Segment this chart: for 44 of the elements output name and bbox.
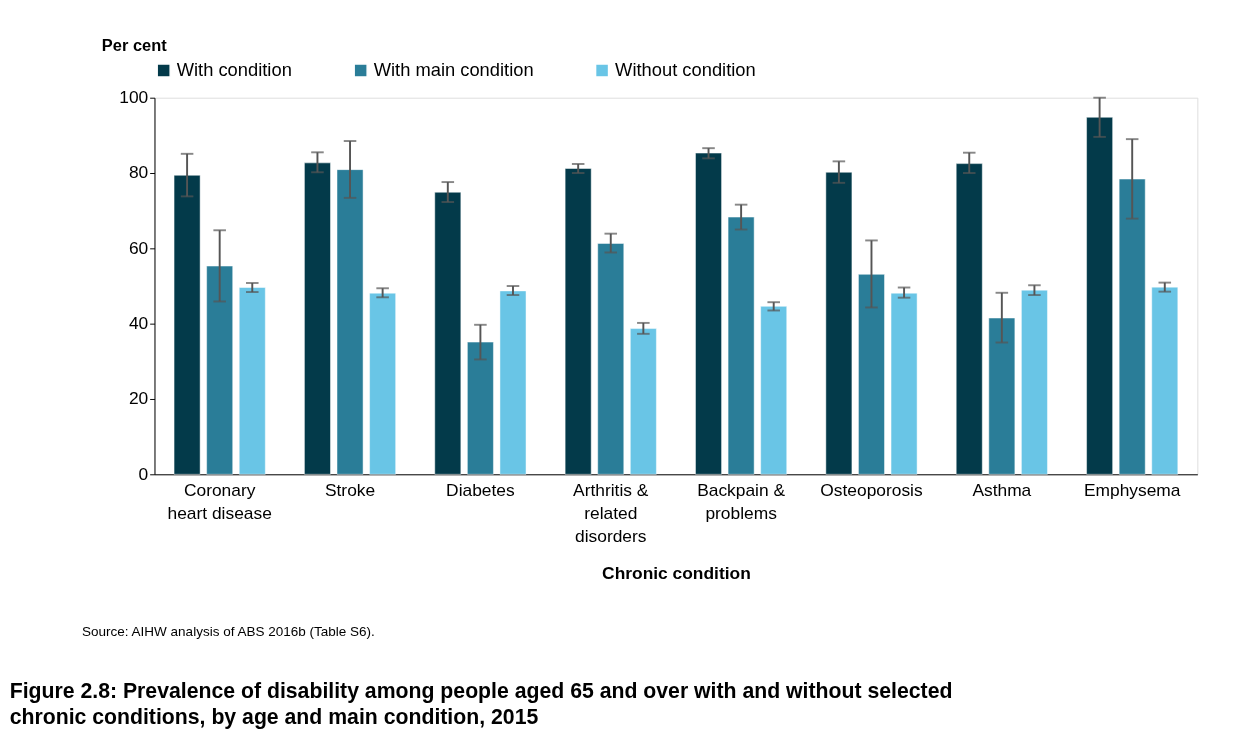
x-tick-label: Osteoporosis <box>820 480 923 501</box>
bar <box>206 265 233 475</box>
x-tick-label: Asthma <box>972 480 1032 501</box>
x-tick-label: Emphysema <box>1083 480 1181 501</box>
bar <box>760 306 787 475</box>
bar <box>369 292 396 475</box>
bar <box>499 290 527 475</box>
x-tick-label: Arthritis & related disorders <box>573 480 649 547</box>
y-axis-title: Per cent <box>101 35 168 54</box>
bar <box>858 274 885 475</box>
y-tick-label: 60 <box>128 237 149 258</box>
bar <box>1021 289 1048 475</box>
bar <box>630 328 657 475</box>
bar <box>597 243 625 475</box>
bar <box>988 317 1016 475</box>
legend-label: With condition <box>176 59 292 81</box>
bar <box>1118 178 1146 475</box>
legend-label: With main condition <box>373 59 534 81</box>
text: Figure 2.8: Prevalence of disability among people aged 65 and over with and without selected chronic conditions, by age and main condition, 2015 <box>9 679 953 730</box>
y-tick-label: 40 <box>128 312 149 333</box>
x-axis-title: Chronic condition <box>602 563 751 584</box>
x-tick-label: Diabetes <box>446 480 515 501</box>
bar <box>825 172 853 475</box>
bar <box>727 216 755 475</box>
bar <box>564 168 592 475</box>
bar <box>173 175 201 475</box>
bar <box>1086 117 1113 475</box>
y-tick-label: 20 <box>128 388 149 409</box>
x-tick-label: Stroke <box>324 480 376 501</box>
bar <box>467 341 494 475</box>
bar <box>695 152 722 475</box>
legend-label: Without condition <box>615 59 756 81</box>
bar <box>890 292 918 475</box>
bar <box>336 169 364 475</box>
y-tick-label: 0 <box>138 463 149 484</box>
source-note: Source: AIHW analysis of ABS 2016b (Table S6). <box>82 623 375 639</box>
x-tick-label: Backpain & problems <box>697 480 786 524</box>
x-tick-label: Coronary heart disease <box>167 480 272 524</box>
y-tick-label: 100 <box>119 87 149 108</box>
bar <box>955 163 983 475</box>
bar <box>238 287 266 475</box>
bar <box>434 192 462 475</box>
y-tick-label: 80 <box>128 162 149 183</box>
bar <box>304 162 331 475</box>
